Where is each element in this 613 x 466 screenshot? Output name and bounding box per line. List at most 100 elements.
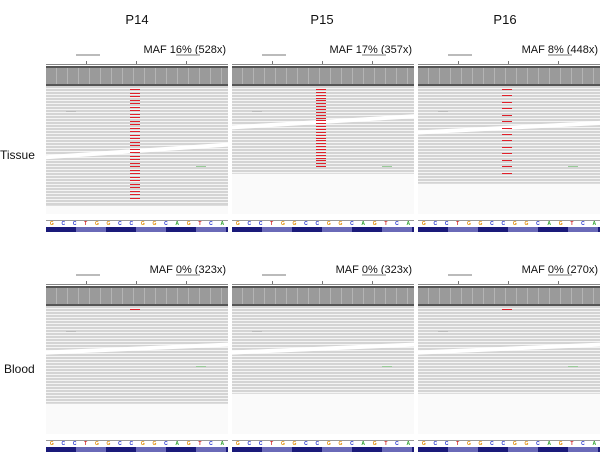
mutation-read <box>130 170 140 171</box>
mutation-read <box>316 118 326 119</box>
mutation-read <box>502 160 512 161</box>
base: G <box>152 221 157 227</box>
mutation-read <box>316 135 326 136</box>
base: G <box>326 441 331 447</box>
base: A <box>547 441 552 447</box>
base: G <box>140 441 145 447</box>
mismatch-mark <box>196 166 206 167</box>
mutation-read <box>130 93 140 94</box>
coverage-track <box>418 66 600 86</box>
mutation-read <box>316 149 326 150</box>
mutation-read <box>130 184 140 185</box>
mutation-read <box>130 145 140 146</box>
mutation-read <box>316 106 326 107</box>
base: C <box>72 441 77 447</box>
base: G <box>94 441 99 447</box>
alignment-reads <box>418 306 600 434</box>
mutation-read <box>316 143 326 144</box>
mutation-read <box>130 166 140 167</box>
base: C <box>129 441 134 447</box>
base: G <box>186 441 191 447</box>
base: G <box>292 441 297 447</box>
base: G <box>512 441 517 447</box>
base: C <box>129 221 134 227</box>
base: C <box>350 221 354 227</box>
base: C <box>247 441 252 447</box>
mismatch-mark <box>66 111 76 112</box>
mutation-read <box>316 146 326 147</box>
base: C <box>315 221 320 227</box>
mutation-read <box>316 89 326 90</box>
base: T <box>270 441 274 447</box>
mismatch-mark <box>438 331 448 332</box>
empty-area <box>46 205 228 214</box>
base: G <box>338 221 343 227</box>
base: G <box>326 221 331 227</box>
mutation-read <box>316 92 326 93</box>
base: G <box>235 441 240 447</box>
mutation-read <box>502 115 512 116</box>
base: T <box>84 221 88 227</box>
base: C <box>581 441 585 447</box>
alignment-reads <box>46 306 228 434</box>
mutation-read <box>316 123 326 124</box>
mutation-read <box>130 100 140 101</box>
mutation-read <box>316 129 326 130</box>
mutation-read <box>130 191 140 192</box>
mutation-read <box>502 102 512 103</box>
base: G <box>466 221 471 227</box>
base: C <box>536 441 540 447</box>
base: G <box>106 441 111 447</box>
mutation-read <box>130 131 140 132</box>
position-ruler <box>46 274 228 285</box>
mutation-read <box>130 187 140 188</box>
base: G <box>49 221 54 227</box>
base: G <box>338 441 343 447</box>
base: C <box>395 221 399 227</box>
mutation-read <box>130 309 140 310</box>
base: C <box>490 441 494 447</box>
base: G <box>186 221 191 227</box>
base: A <box>406 221 411 227</box>
column-title-p14: P14 <box>125 12 149 27</box>
maf-label: MAF 0% (323x) <box>149 264 226 276</box>
base: G <box>106 221 111 227</box>
mutation-read <box>502 147 512 148</box>
mutation-read <box>316 100 326 101</box>
mutation-read <box>130 156 140 157</box>
base: C <box>258 441 263 447</box>
column-title-p16: P16 <box>493 12 517 27</box>
base: G <box>152 441 157 447</box>
read-gap <box>46 341 228 355</box>
base: T <box>384 221 388 227</box>
row-label-tissue: Tissue <box>0 148 35 162</box>
base: C <box>164 221 168 227</box>
mutation-read <box>130 128 140 129</box>
mutation-read <box>316 109 326 110</box>
mismatch-mark <box>382 166 392 167</box>
mutation-read <box>316 103 326 104</box>
coverage-track <box>418 286 600 306</box>
maf-label: MAF 0% (270x) <box>521 264 598 276</box>
base: C <box>164 441 168 447</box>
mutation-read <box>130 107 140 108</box>
alignment-reads <box>232 306 414 434</box>
mutation-read <box>316 126 326 127</box>
gene-track <box>418 227 600 232</box>
base: A <box>547 221 552 227</box>
mutation-read <box>502 173 512 174</box>
base: C <box>118 441 122 447</box>
mutation-read <box>130 142 140 143</box>
base: C <box>72 221 77 227</box>
mutation-read <box>502 89 512 90</box>
base: C <box>304 441 308 447</box>
alignment-reads <box>418 86 600 214</box>
coverage-track <box>232 66 414 86</box>
base: C <box>304 221 308 227</box>
